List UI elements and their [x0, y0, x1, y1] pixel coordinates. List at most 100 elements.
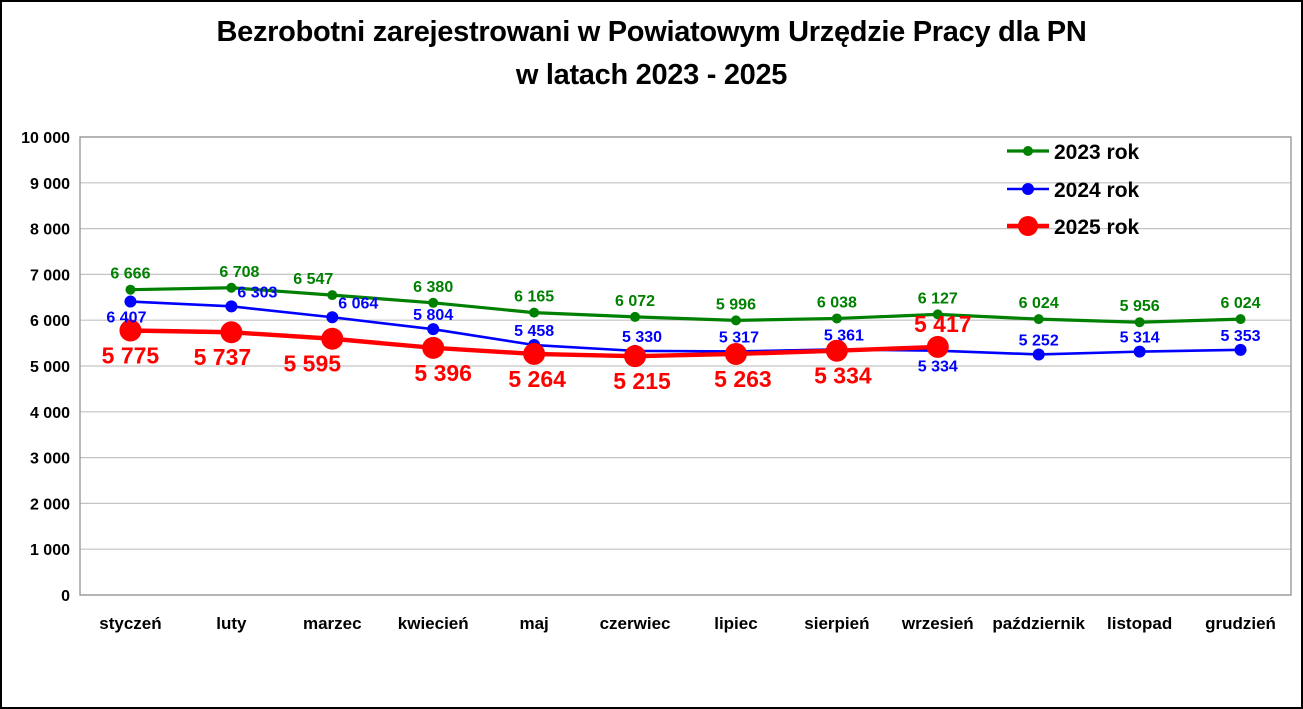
legend-label: 2023 rok	[1054, 141, 1140, 164]
data-point-marker	[225, 300, 238, 313]
data-point-label: 6 024	[1019, 295, 1059, 312]
legend-label: 2024 rok	[1054, 179, 1140, 202]
data-point-marker	[825, 339, 848, 362]
legend-marker-swatch	[1023, 146, 1033, 156]
data-point-marker	[1134, 317, 1145, 328]
x-axis-category-label: kwiecień	[398, 614, 469, 633]
y-axis-tick-label: 8 000	[30, 222, 70, 239]
data-point-label: 5 737	[194, 344, 252, 370]
plot-border	[79, 136, 1292, 596]
data-point-label: 6 038	[817, 294, 857, 311]
chart-title-line2: w latach 2023 - 2025	[515, 59, 788, 91]
x-axis-category-label: maj	[519, 614, 548, 633]
y-axis-tick-label: 7 000	[30, 267, 70, 284]
data-point-marker	[1235, 314, 1246, 325]
legend-entry: 2025 rok	[1007, 216, 1140, 239]
data-point-marker	[1133, 345, 1146, 358]
data-point-label: 5 804	[413, 307, 453, 324]
data-point-marker	[523, 342, 546, 365]
data-point-marker	[926, 335, 949, 358]
series-line-2023-rok	[128, 286, 1243, 324]
data-point-marker	[1032, 348, 1045, 361]
data-point-marker	[321, 327, 344, 350]
legend-marker-swatch	[1022, 183, 1034, 195]
data-point-marker	[630, 311, 641, 322]
data-point-label: 6 024	[1221, 295, 1261, 312]
series-line-2024-rok	[129, 300, 1242, 356]
data-point-label: 6 666	[110, 266, 150, 283]
y-axis-tick-label: 1 000	[30, 542, 70, 559]
data-point-label: 5 263	[714, 366, 772, 392]
x-axis-category-label: luty	[216, 614, 247, 633]
data-point-marker	[422, 336, 445, 359]
data-point-label: 5 215	[613, 368, 671, 394]
data-point-marker	[428, 297, 439, 308]
legend-marker-swatch	[1018, 216, 1038, 236]
y-axis-tick-label: 10 000	[21, 130, 70, 147]
chart-title: Bezrobotni zarejestrowani w Powiatowym U…	[2, 11, 1301, 97]
data-point-marker	[624, 345, 647, 368]
legend-entry: 2023 rok	[1007, 141, 1140, 164]
y-axis-tick-label: 9 000	[30, 176, 70, 193]
data-point-marker	[125, 284, 136, 295]
data-point-marker	[119, 319, 142, 342]
data-point-marker	[932, 309, 943, 320]
data-point-label: 5 458	[514, 323, 554, 340]
data-point-label: 6 708	[219, 264, 259, 281]
data-point-marker	[226, 282, 237, 293]
data-point-marker	[124, 295, 137, 308]
y-axis-tick-label: 0	[61, 588, 70, 605]
x-axis-category-label: grudzień	[1205, 614, 1276, 633]
data-point-label: 5 334	[918, 359, 958, 376]
data-point-label: 5 417	[914, 311, 972, 337]
data-point-marker	[724, 342, 747, 365]
legend-entry: 2024 rok	[1007, 179, 1140, 202]
data-point-label: 5 956	[1120, 298, 1160, 315]
x-axis-category-label: lipiec	[714, 614, 757, 633]
data-point-label: 5 353	[1221, 328, 1261, 345]
x-axis-category-label: styczeń	[99, 614, 161, 633]
y-axis-tick-label: 3 000	[30, 451, 70, 468]
data-point-marker	[730, 315, 741, 326]
data-point-marker	[1234, 343, 1247, 356]
legend-label: 2025 rok	[1054, 216, 1140, 239]
data-point-marker	[1033, 314, 1044, 325]
data-point-marker	[529, 307, 540, 318]
data-point-label: 6 165	[514, 289, 554, 306]
data-point-label: 5 330	[622, 329, 662, 346]
data-point-marker	[326, 311, 339, 324]
data-point-label: 5 361	[824, 327, 864, 344]
x-axis-category-label: czerwiec	[600, 614, 671, 633]
data-point-marker	[831, 313, 842, 324]
data-point-label: 5 775	[102, 343, 160, 369]
data-point-label: 6 303	[237, 284, 277, 301]
x-axis-category-label: październik	[992, 614, 1085, 633]
x-axis-category-label: marzec	[303, 614, 362, 633]
x-axis-category-label: listopad	[1107, 614, 1172, 633]
x-axis-category-label: sierpień	[804, 614, 869, 633]
data-point-label: 6 127	[918, 290, 958, 307]
data-point-label: 6 547	[293, 271, 333, 288]
data-point-label: 6 380	[413, 279, 453, 296]
data-point-label: 5 264	[508, 366, 566, 392]
data-point-label: 5 252	[1019, 332, 1059, 349]
y-axis-tick-label: 2 000	[30, 496, 70, 513]
data-point-marker	[327, 290, 338, 301]
data-point-label: 5 595	[284, 351, 342, 377]
data-point-label: 6 072	[615, 293, 655, 310]
data-point-label: 5 396	[414, 360, 472, 386]
data-point-label: 5 996	[716, 296, 756, 313]
data-point-marker	[427, 323, 440, 336]
data-point-label: 5 314	[1120, 330, 1160, 347]
data-point-label: 5 334	[814, 363, 872, 389]
chart-title-line1: Bezrobotni zarejestrowani w Powiatowym U…	[216, 16, 1087, 48]
data-point-label: 5 317	[719, 329, 759, 346]
y-axis-tick-label: 5 000	[30, 359, 70, 376]
y-axis-tick-label: 4 000	[30, 405, 70, 422]
data-point-marker	[220, 321, 243, 344]
y-axis-tick-label: 6 000	[30, 313, 70, 330]
x-axis-category-label: wrzesień	[901, 614, 974, 633]
data-point-label: 6 064	[338, 295, 378, 312]
